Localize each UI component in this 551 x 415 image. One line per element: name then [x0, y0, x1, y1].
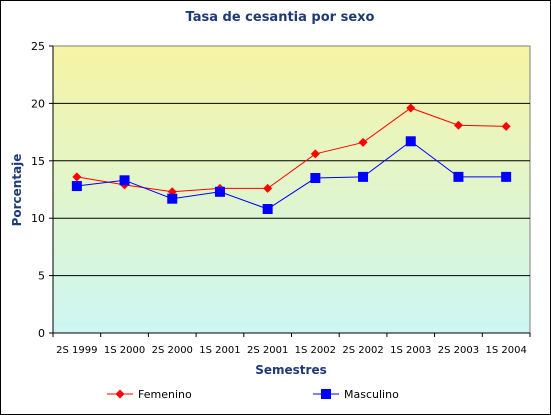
data-point-masculino: [119, 175, 130, 186]
data-point-masculino: [358, 171, 369, 182]
data-point-masculino: [501, 171, 512, 182]
data-point-masculino: [214, 186, 225, 197]
data-point-masculino: [71, 181, 82, 192]
legend-marker-femenino: [115, 389, 125, 399]
data-point-masculino: [262, 204, 273, 215]
x-tick-label: 1S 2000: [104, 345, 145, 356]
x-tick-label: 2S 1999: [56, 345, 97, 356]
data-point-masculino: [167, 193, 178, 204]
x-tick-label: 2S 2002: [342, 345, 383, 356]
x-tick-label: 1S 2004: [485, 345, 526, 356]
y-tick-label: 15: [31, 155, 45, 168]
data-point-masculino: [405, 136, 416, 147]
series-line-femenino: [76, 107, 507, 193]
legend-label-femenino: Femenino: [138, 388, 192, 401]
data-point-femenino: [358, 137, 368, 147]
plot-area: [52, 45, 531, 334]
data-point-masculino: [310, 173, 321, 184]
x-tick-label: 2S 2003: [438, 345, 479, 356]
data-point-femenino: [501, 121, 511, 131]
y-tick-label: 25: [31, 40, 45, 53]
series-line-masculino: [76, 140, 507, 210]
data-point-femenino: [263, 183, 273, 193]
legend: Femenino Masculino: [107, 388, 399, 401]
data-point-femenino: [310, 149, 320, 159]
data-point-femenino: [72, 172, 82, 182]
x-tick-label: 1S 2001: [199, 345, 240, 356]
x-axis-title: Semestres: [255, 363, 327, 377]
data-point-femenino: [453, 120, 463, 130]
x-tick-label: 1S 2002: [295, 345, 336, 356]
y-tick-label: 0: [38, 327, 45, 340]
x-tick-label: 2S 2000: [152, 345, 193, 356]
y-tick-label: 5: [38, 270, 45, 283]
y-axis-title: Porcentaje: [10, 154, 24, 227]
y-tick-label: 20: [31, 97, 45, 110]
legend-marker-masculino: [321, 389, 331, 399]
x-tick-label: 2S 2001: [247, 345, 288, 356]
data-point-femenino: [406, 103, 416, 113]
legend-label-masculino: Masculino: [344, 388, 399, 401]
data-point-masculino: [453, 171, 464, 182]
chart-title: Tasa de cesantia por sexo: [186, 10, 375, 25]
y-tick-label: 10: [31, 212, 45, 225]
x-tick-label: 1S 2003: [390, 345, 431, 356]
